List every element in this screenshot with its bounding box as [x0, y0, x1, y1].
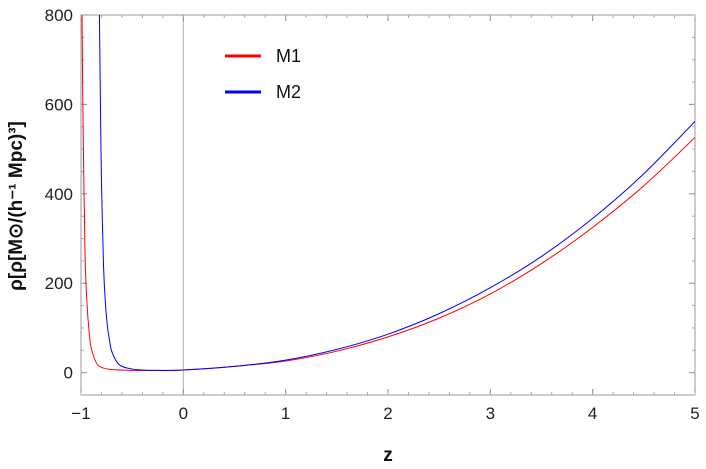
y-axis-ticks: 0 200 400 600 800	[45, 6, 695, 383]
y-tick-label: 800	[45, 6, 73, 25]
x-tick-label: 0	[179, 404, 188, 423]
plot-frame	[80, 14, 696, 396]
x-tick-label: 5	[690, 404, 699, 423]
legend: M1 M2	[225, 46, 301, 102]
y-axis-title: ρ[ρ[M⊙/(h⁻¹ Mpc)³]	[6, 121, 27, 291]
legend-label-m2: M2	[276, 82, 301, 102]
x-axis-ticks: −1 0 1 2 3 4 5	[71, 15, 700, 423]
y-tick-label: 0	[64, 364, 73, 383]
x-tick-label: 3	[486, 404, 495, 423]
x-tick-label: −1	[71, 404, 90, 423]
series-line-m2	[98, 15, 695, 371]
legend-label-m1: M1	[276, 46, 301, 66]
x-tick-label: 1	[281, 404, 290, 423]
series-line-m1	[81, 15, 695, 371]
y-tick-label: 400	[45, 185, 73, 204]
x-axis-title: z	[383, 445, 393, 466]
y-tick-label: 600	[45, 95, 73, 114]
x-tick-label: 4	[588, 404, 597, 423]
x-tick-label: 2	[383, 404, 392, 423]
series-layer	[81, 15, 695, 371]
y-tick-label: 200	[45, 274, 73, 293]
